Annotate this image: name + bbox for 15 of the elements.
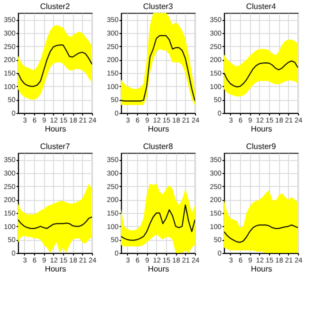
x-axis-title: Hours — [44, 264, 66, 274]
chart-title: Cluster3 — [143, 2, 174, 11]
chart-title: Cluster2 — [40, 2, 70, 11]
x-axis-title: Hours — [148, 264, 170, 274]
x-axis-title: Hours — [44, 124, 66, 134]
x-axis-title: Hours — [148, 124, 170, 134]
chart-title: Cluster8 — [143, 142, 174, 151]
chart-title: Cluster9 — [246, 142, 276, 151]
line-series — [121, 204, 195, 241]
chart-title: Cluster7 — [40, 142, 70, 151]
x-axis-title: Hours — [250, 264, 272, 274]
x-axis-title: Hours — [250, 124, 272, 134]
chart-title: Cluster4 — [246, 2, 276, 11]
line-series — [224, 224, 298, 243]
line-series — [18, 216, 92, 229]
